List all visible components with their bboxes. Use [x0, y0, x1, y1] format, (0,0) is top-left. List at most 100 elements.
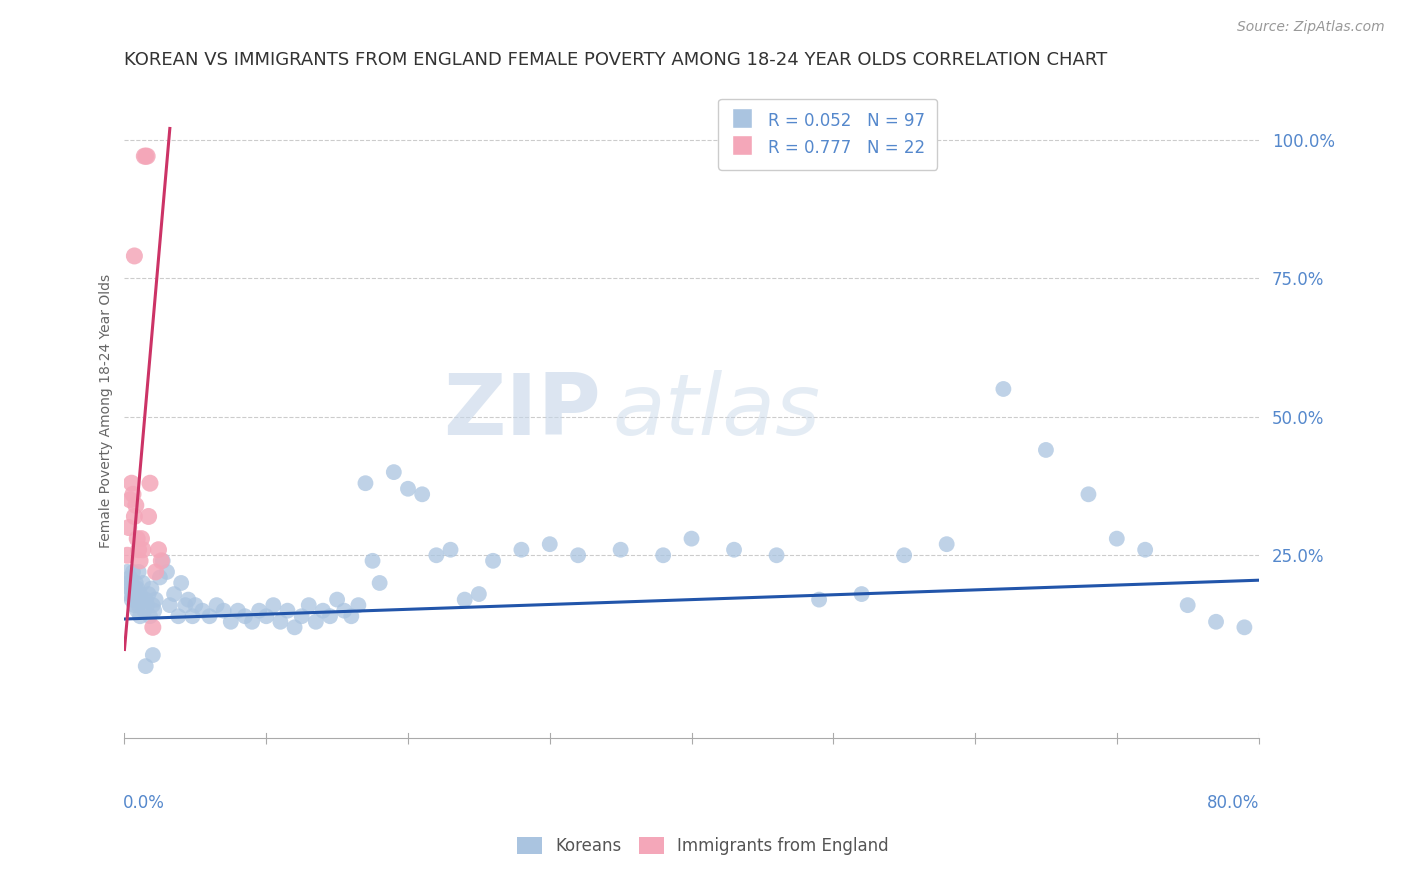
Point: [482, 554, 505, 568]
Point: [142, 620, 165, 634]
Point: [128, 565, 150, 579]
Point: [124, 582, 146, 596]
Point: [205, 598, 228, 612]
Point: [368, 576, 391, 591]
Point: [609, 542, 631, 557]
Point: [121, 576, 143, 591]
Point: [167, 609, 190, 624]
Point: [136, 149, 159, 163]
Point: [135, 149, 157, 163]
Point: [120, 582, 142, 596]
Point: [723, 542, 745, 557]
Point: [233, 609, 256, 624]
Point: [120, 570, 142, 584]
Point: [148, 542, 170, 557]
Point: [333, 604, 356, 618]
Point: [1077, 487, 1099, 501]
Point: [122, 587, 145, 601]
Point: [125, 576, 148, 591]
Point: [681, 532, 703, 546]
Point: [184, 598, 207, 612]
Point: [141, 582, 163, 596]
Point: [254, 609, 277, 624]
Point: [131, 532, 153, 546]
Point: [118, 587, 141, 601]
Point: [1105, 532, 1128, 546]
Text: ZIP: ZIP: [443, 369, 600, 452]
Point: [129, 554, 152, 568]
Point: [174, 598, 197, 612]
Point: [993, 382, 1015, 396]
Point: [219, 615, 242, 629]
Point: [127, 604, 149, 618]
Point: [139, 609, 162, 624]
Point: [122, 487, 145, 501]
Point: [1133, 542, 1156, 557]
Point: [156, 565, 179, 579]
Point: [538, 537, 561, 551]
Point: [935, 537, 957, 551]
Point: [1205, 615, 1227, 629]
Text: 80.0%: 80.0%: [1208, 794, 1260, 812]
Point: [139, 476, 162, 491]
Point: [305, 615, 328, 629]
Point: [170, 576, 193, 591]
Legend: Koreans, Immigrants from England: Koreans, Immigrants from England: [510, 830, 896, 862]
Point: [134, 604, 156, 618]
Point: [150, 554, 173, 568]
Point: [276, 604, 298, 618]
Point: [439, 542, 461, 557]
Point: [247, 604, 270, 618]
Point: [284, 620, 307, 634]
Text: atlas: atlas: [612, 369, 820, 452]
Point: [125, 499, 148, 513]
Point: [135, 592, 157, 607]
Point: [121, 476, 143, 491]
Point: [124, 249, 146, 263]
Point: [226, 604, 249, 618]
Point: [893, 548, 915, 562]
Point: [326, 592, 349, 607]
Point: [127, 582, 149, 596]
Point: [851, 587, 873, 601]
Point: [181, 609, 204, 624]
Point: [143, 604, 166, 618]
Point: [120, 492, 142, 507]
Point: [145, 592, 167, 607]
Point: [138, 509, 160, 524]
Y-axis label: Female Poverty Among 18-24 Year Olds: Female Poverty Among 18-24 Year Olds: [100, 274, 114, 549]
Point: [340, 609, 363, 624]
Point: [396, 482, 419, 496]
Point: [132, 576, 155, 591]
Text: 0.0%: 0.0%: [124, 794, 166, 812]
Point: [177, 592, 200, 607]
Point: [269, 615, 291, 629]
Point: [454, 592, 477, 607]
Point: [319, 609, 342, 624]
Point: [354, 476, 377, 491]
Text: Source: ZipAtlas.com: Source: ZipAtlas.com: [1237, 20, 1385, 34]
Point: [135, 659, 157, 673]
Point: [129, 587, 152, 601]
Point: [382, 465, 405, 479]
Point: [125, 592, 148, 607]
Point: [117, 565, 139, 579]
Point: [152, 554, 174, 568]
Point: [117, 548, 139, 562]
Point: [240, 615, 263, 629]
Point: [145, 565, 167, 579]
Point: [291, 609, 314, 624]
Point: [159, 598, 181, 612]
Point: [1233, 620, 1256, 634]
Point: [129, 609, 152, 624]
Point: [262, 598, 284, 612]
Point: [468, 587, 491, 601]
Point: [198, 609, 221, 624]
Point: [118, 576, 141, 591]
Point: [136, 598, 159, 612]
Point: [121, 592, 143, 607]
Point: [425, 548, 447, 562]
Point: [510, 542, 533, 557]
Text: KOREAN VS IMMIGRANTS FROM ENGLAND FEMALE POVERTY AMONG 18-24 YEAR OLDS CORRELATI: KOREAN VS IMMIGRANTS FROM ENGLAND FEMALE…: [125, 51, 1108, 69]
Point: [128, 542, 150, 557]
